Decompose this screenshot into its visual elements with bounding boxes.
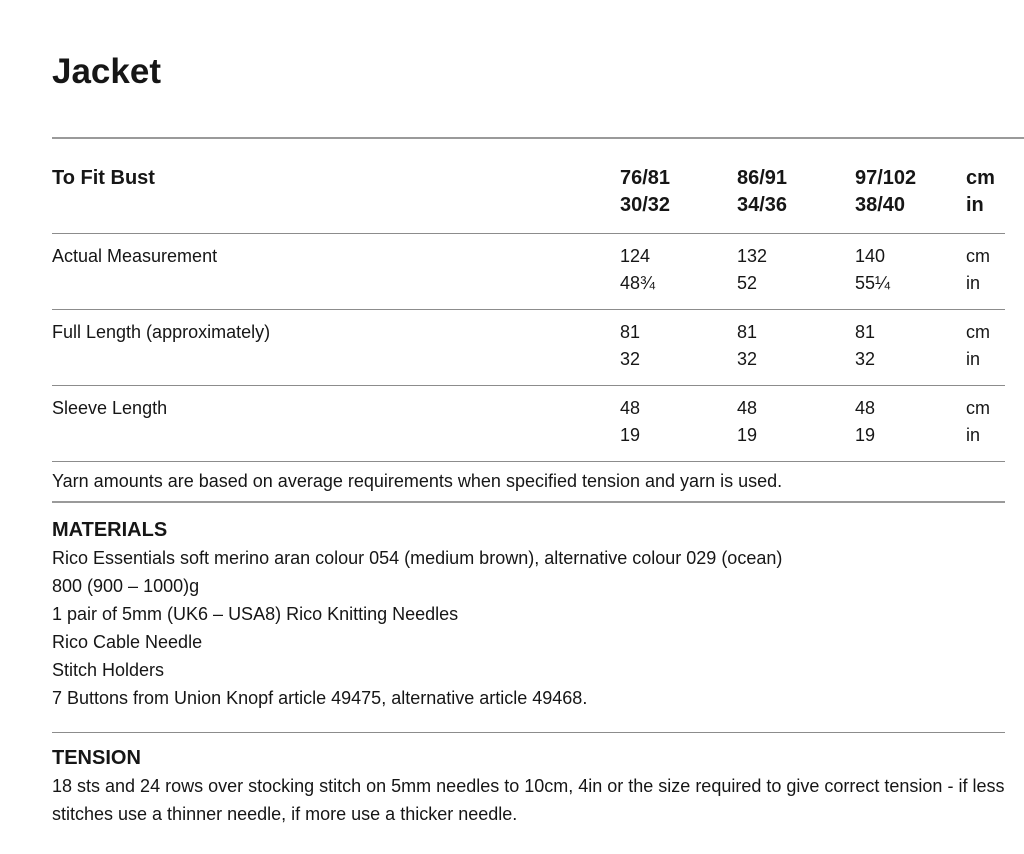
unit-column: cm in — [966, 395, 1005, 449]
value-in: 52 — [737, 273, 758, 293]
material-line: 800 (900 – 1000)g — [52, 576, 200, 596]
value-cm: 140 — [855, 246, 886, 266]
unit-cm: cm — [966, 322, 990, 342]
row-label: Sleeve Length — [52, 398, 168, 418]
value-column-1: 81 32 — [620, 319, 737, 373]
yarn-amounts-note: Yarn amounts are based on average requir… — [52, 462, 1005, 503]
value-in: 55¼ — [855, 273, 891, 293]
title-divider — [52, 137, 1024, 139]
material-line: 7 Buttons from Union Knopf article 49475… — [52, 688, 588, 708]
unit-cm: cm — [966, 167, 995, 189]
size-in: 38/40 — [855, 194, 906, 216]
table-row: Actual Measurement 124 48¾ 132 52 140 55… — [52, 234, 1005, 310]
table-row: Sleeve Length 48 19 48 19 48 19 cm in — [52, 386, 1005, 462]
materials-list: Rico Essentials soft merino aran colour … — [52, 544, 1005, 712]
value-column-1: 124 48¾ — [620, 243, 737, 297]
size-column-3: 97/102 38/40 — [855, 165, 966, 219]
size-cm: 97/102 — [855, 167, 917, 189]
unit-in: in — [966, 194, 984, 216]
material-line: Stitch Holders — [52, 660, 165, 680]
tension-heading: TENSION — [52, 747, 141, 769]
page-title: Jacket — [52, 52, 161, 91]
size-in: 34/36 — [737, 194, 788, 216]
size-column-1: 76/81 30/32 — [620, 165, 737, 219]
value-column-2: 132 52 — [737, 243, 855, 297]
material-line: 1 pair of 5mm (UK6 – USA8) Rico Knitting… — [52, 604, 459, 624]
value-column-2: 48 19 — [737, 395, 855, 449]
size-cm: 76/81 — [620, 167, 671, 189]
unit-column: cm in — [966, 319, 1005, 373]
table-header-row: To Fit Bust 76/81 30/32 86/91 34/36 97/1… — [52, 139, 1005, 234]
unit-cm: cm — [966, 246, 990, 266]
tension-section: TENSION 18 sts and 24 rows over stocking… — [52, 732, 1005, 828]
value-in: 48¾ — [620, 273, 656, 293]
unit-in: in — [966, 349, 981, 369]
value-column-2: 81 32 — [737, 319, 855, 373]
value-column-3: 81 32 — [855, 319, 966, 373]
value-cm: 124 — [620, 246, 651, 266]
material-line: Rico Essentials soft merino aran colour … — [52, 548, 783, 568]
material-line: Rico Cable Needle — [52, 632, 203, 652]
size-cm: 86/91 — [737, 167, 788, 189]
page-content: To Fit Bust 76/81 30/32 86/91 34/36 97/1… — [52, 139, 1005, 828]
value-column-1: 48 19 — [620, 395, 737, 449]
value-cm: 81 — [620, 322, 641, 342]
unit-cm: cm — [966, 398, 990, 418]
value-in: 32 — [737, 349, 758, 369]
value-cm: 81 — [855, 322, 876, 342]
value-cm: 132 — [737, 246, 768, 266]
row-label: Full Length (approximately) — [52, 322, 271, 342]
value-column-3: 48 19 — [855, 395, 966, 449]
materials-heading: MATERIALS — [52, 519, 168, 541]
table-header-label: To Fit Bust — [52, 167, 155, 189]
value-cm: 48 — [737, 398, 758, 418]
unit-in: in — [966, 273, 981, 293]
value-column-3: 140 55¼ — [855, 243, 966, 297]
size-in: 30/32 — [620, 194, 671, 216]
size-column-2: 86/91 34/36 — [737, 165, 855, 219]
value-in: 32 — [620, 349, 641, 369]
row-label: Actual Measurement — [52, 246, 218, 266]
size-table: To Fit Bust 76/81 30/32 86/91 34/36 97/1… — [52, 139, 1005, 503]
unit-in: in — [966, 425, 981, 445]
value-in: 32 — [855, 349, 876, 369]
value-cm: 48 — [855, 398, 876, 418]
value-in: 19 — [737, 425, 758, 445]
unit-column: cm in — [966, 243, 1005, 297]
value-in: 19 — [855, 425, 876, 445]
table-row: Full Length (approximately) 81 32 81 32 … — [52, 310, 1005, 386]
value-cm: 48 — [620, 398, 641, 418]
materials-section: MATERIALS Rico Essentials soft merino ar… — [52, 517, 1005, 712]
unit-column: cm in — [966, 165, 1005, 219]
tension-paragraph: 18 sts and 24 rows over stocking stitch … — [52, 776, 1005, 824]
value-in: 19 — [620, 425, 641, 445]
value-cm: 81 — [737, 322, 758, 342]
